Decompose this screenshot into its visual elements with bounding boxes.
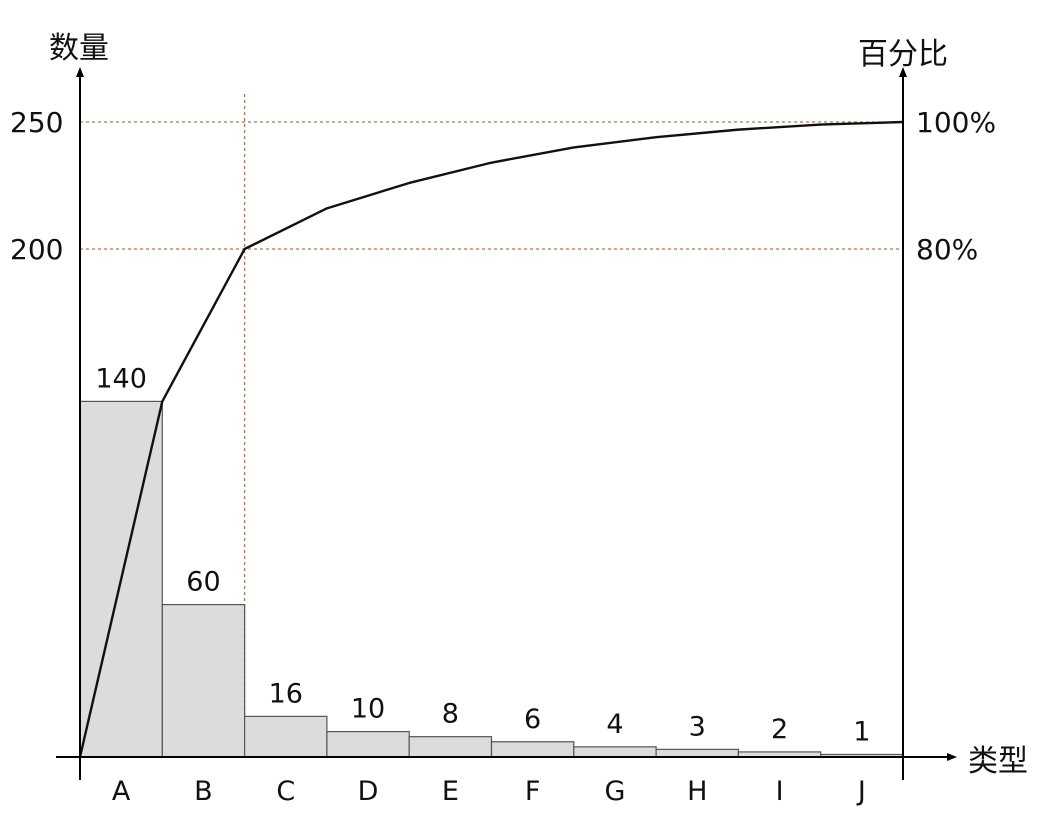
cumulative-line [78, 120, 904, 758]
y2-tick-label-1: 100% [916, 106, 996, 139]
y2-tick-label-0: 80% [916, 233, 978, 266]
x-tick-label-E: E [442, 776, 459, 807]
x-tick-label-B: B [194, 776, 213, 807]
data-label-F: 6 [524, 704, 541, 735]
bar-D [326, 730, 410, 758]
axes [56, 67, 957, 780]
labels: 数量 百分比 类型 140 A 60 B 16 C 10 D 8 E 6 F 4 G 3 H 2 I 1 J 200 25… [10, 31, 1028, 807]
y-tick-label-1: 250 [10, 106, 63, 139]
x-tick-label-F: F [525, 776, 541, 807]
x-axis-title: 类型 [968, 744, 1028, 779]
data-label-I: 2 [771, 714, 788, 745]
bar-B [161, 603, 246, 758]
y2-axis-title: 百分比 [858, 37, 948, 72]
bar-H [655, 748, 739, 758]
y-tick-label-0: 200 [10, 233, 63, 266]
bar-F [490, 741, 575, 758]
x-tick-label-C: C [276, 776, 295, 807]
x-tick-label-A: A [112, 776, 131, 807]
data-label-J: 1 [853, 716, 870, 747]
data-label-E: 8 [442, 699, 459, 730]
data-label-G: 4 [606, 709, 623, 740]
x-tick-label-H: H [687, 776, 707, 807]
x-tick-label-G: G [604, 776, 625, 807]
bar-G [573, 746, 657, 758]
x-tick-label-I: I [776, 776, 784, 807]
cumulative-line-layer [78, 120, 904, 758]
data-label-A: 140 [95, 363, 147, 394]
bar-E [408, 736, 493, 758]
data-label-B: 60 [186, 567, 220, 598]
data-label-C: 16 [269, 678, 303, 709]
x-tick-label-D: D [358, 776, 379, 807]
data-label-D: 10 [351, 694, 385, 725]
data-label-H: 3 [689, 711, 706, 742]
y-axis-title: 数量 [49, 31, 109, 66]
bar-C [244, 715, 328, 758]
x-tick-label-J: J [856, 776, 866, 807]
